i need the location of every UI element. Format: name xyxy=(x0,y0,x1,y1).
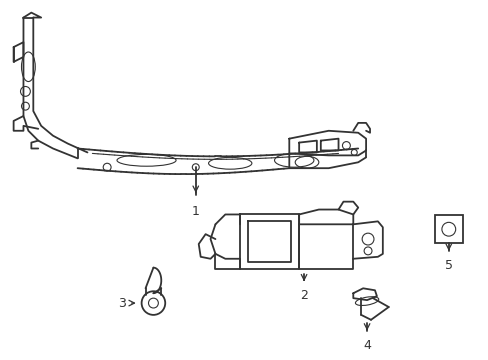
Text: 3: 3 xyxy=(118,297,125,310)
Text: 4: 4 xyxy=(363,338,370,351)
Text: 5: 5 xyxy=(444,259,452,272)
Text: 2: 2 xyxy=(300,289,307,302)
Text: 1: 1 xyxy=(191,204,199,217)
